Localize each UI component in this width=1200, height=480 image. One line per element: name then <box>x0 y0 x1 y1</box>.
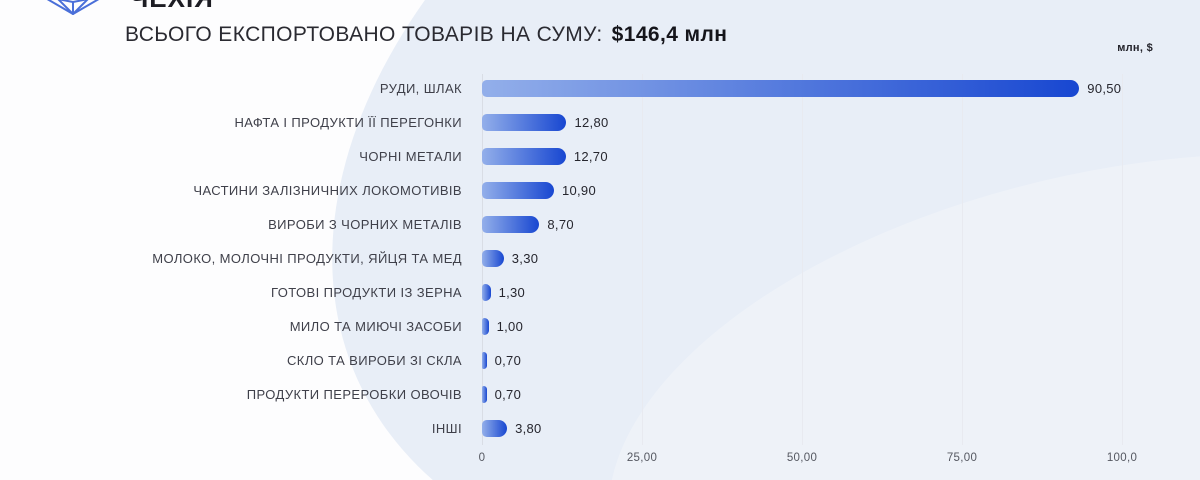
gridline <box>962 74 963 445</box>
x-tick-label: 50,00 <box>786 452 818 464</box>
bar-row: ІНШІ 3,80 <box>0 411 1200 445</box>
bar-row: СКЛО ТА ВИРОБИ ЗІ СКЛА 0,70 <box>0 343 1200 377</box>
bar <box>482 215 540 233</box>
bar-row: ЧОРНІ МЕТАЛИ 12,70 <box>0 139 1200 173</box>
bar-area: 1,00 <box>482 317 524 335</box>
bar-area: 1,30 <box>482 283 526 301</box>
bar-row: НАФТА І ПРОДУКТИ ЇЇ ПЕРЕГОНКИ 12,80 <box>0 105 1200 139</box>
bar <box>482 419 508 437</box>
value-label: 3,30 <box>511 250 539 266</box>
bar-chart: РУДИ, ШЛАК 90,50 НАФТА І ПРОДУКТИ ЇЇ ПЕРЕГ… <box>0 70 1200 470</box>
bar <box>482 385 487 403</box>
value-label: 12,80 <box>574 114 609 130</box>
category-label: ЧОРНІ МЕТАЛИ <box>359 148 462 164</box>
bar-row: РУДИ, ШЛАК 90,50 <box>0 71 1200 105</box>
category-label: ПРОДУКТИ ПЕРЕРОБКИ ОВОЧІВ <box>246 386 462 402</box>
value-label: 90,50 <box>1087 80 1122 96</box>
category-label: МОЛОКО, МОЛОЧНІ ПРОДУКТИ, ЯЙЦЯ ТА МЕД <box>152 250 462 266</box>
bar-area: 10,90 <box>482 181 596 199</box>
axis-unit-label: млн, $ <box>1117 42 1153 54</box>
x-axis-ticks: 0 25,00 50,00 75,00 100,0 <box>478 452 1142 468</box>
bar-area: 8,70 <box>482 215 574 233</box>
value-label: 12,70 <box>573 148 608 164</box>
bar-area: 0,70 <box>482 385 522 403</box>
category-label: СКЛО ТА ВИРОБИ ЗІ СКЛА <box>286 352 462 368</box>
category-label: НАФТА І ПРОДУКТИ ЇЇ ПЕРЕГОНКИ <box>234 114 462 130</box>
bar-area: 3,30 <box>482 249 539 267</box>
bar-rows: РУДИ, ШЛАК 90,50 НАФТА І ПРОДУКТИ ЇЇ ПЕРЕГ… <box>0 71 1200 445</box>
x-tick-label: 100,0 <box>1106 452 1138 464</box>
value-label: 1,00 <box>496 318 524 334</box>
x-tick-label: 0 <box>478 452 486 464</box>
bar <box>482 351 487 369</box>
category-label: ІНШІ <box>431 420 462 436</box>
bar <box>482 79 1080 97</box>
category-label: ВИРОБИ З ЧОРНИХ МЕТАЛІВ <box>268 216 462 232</box>
bar-row: ПРОДУКТИ ПЕРЕРОБКИ ОВОЧІВ 0,70 <box>0 377 1200 411</box>
value-label: 3,80 <box>515 420 542 436</box>
value-label: 0,70 <box>494 352 522 368</box>
gridline <box>1122 74 1123 445</box>
bar-row: МОЛОКО, МОЛОЧНІ ПРОДУКТИ, ЯЙЦЯ ТА МЕД 3,3… <box>0 241 1200 275</box>
bar-row: ВИРОБИ З ЧОРНИХ МЕТАЛІВ 8,70 <box>0 207 1200 241</box>
gridline <box>642 74 643 445</box>
bar-row: ГОТОВІ ПРОДУКТИ ІЗ ЗЕРНА 1,30 <box>0 275 1200 309</box>
logo-text: ЧЕХІЯ <box>130 0 214 14</box>
bar <box>482 147 566 165</box>
bar <box>482 181 554 199</box>
bar-row: МИЛО ТА МИЮЧІ ЗАСОБИ 1,00 <box>0 309 1200 343</box>
logo: ЧЕХІЯ <box>36 0 256 22</box>
bar-area: 0,70 <box>482 351 522 369</box>
page-title: ВСЬОГО ЕКСПОРТОВАНО ТОВАРІВ НА СУМУ: $146… <box>125 23 727 47</box>
cube-wireframe-icon <box>46 0 100 15</box>
value-label: 10,90 <box>561 182 596 198</box>
bar-area: 12,80 <box>482 113 609 131</box>
x-tick-label: 75,00 <box>946 452 978 464</box>
x-tick-label: 25,00 <box>626 452 658 464</box>
value-label: 8,70 <box>547 216 574 232</box>
bar-row: ЧАСТИНИ ЗАЛІЗНИЧНИХ ЛОКОМОТИВІВ 10,90 <box>0 173 1200 207</box>
title-prefix: ВСЬОГО ЕКСПОРТОВАНО ТОВАРІВ НА СУМУ: <box>125 23 603 46</box>
bar-area: 3,80 <box>482 419 542 437</box>
bar <box>482 283 491 301</box>
category-label: МИЛО ТА МИЮЧІ ЗАСОБИ <box>289 318 462 334</box>
gridline <box>802 74 803 445</box>
category-label: ГОТОВІ ПРОДУКТИ ІЗ ЗЕРНА <box>271 284 462 300</box>
title-amount: $146,4 млн <box>611 23 728 46</box>
value-label: 0,70 <box>494 386 522 402</box>
bar <box>482 317 489 335</box>
bar <box>482 113 567 131</box>
bar-area: 12,70 <box>482 147 608 165</box>
category-label: ЧАСТИНИ ЗАЛІЗНИЧНИХ ЛОКОМОТИВІВ <box>193 182 462 198</box>
bar <box>482 249 504 267</box>
bar-area: 90,50 <box>482 79 1122 97</box>
category-label: РУДИ, ШЛАК <box>379 80 462 96</box>
value-label: 1,30 <box>498 284 526 300</box>
